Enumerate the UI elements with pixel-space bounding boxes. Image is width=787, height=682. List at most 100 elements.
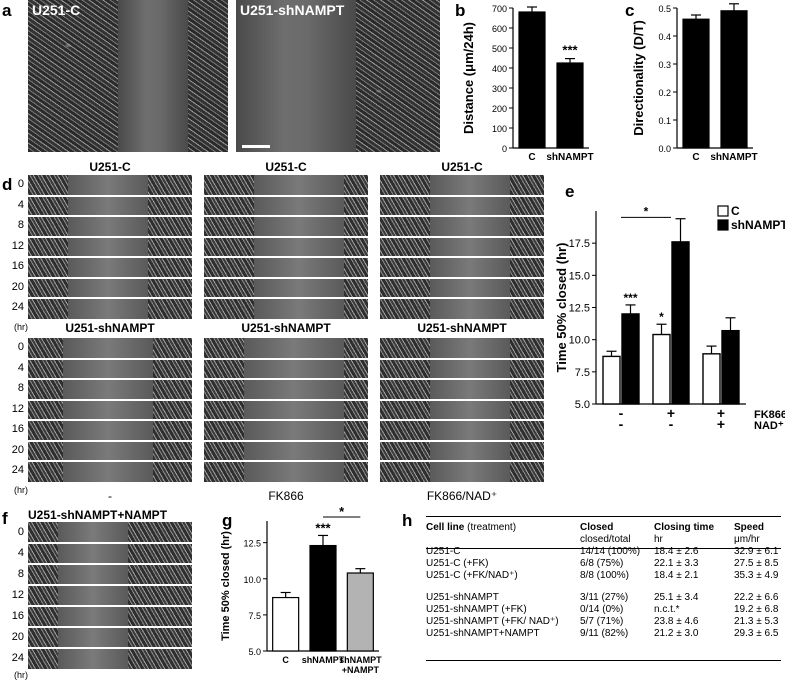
treatment-label: NAD⁺ xyxy=(754,420,784,432)
bar xyxy=(702,353,721,405)
time-label: 4 xyxy=(17,361,24,374)
time-label: 24 xyxy=(11,301,24,313)
table-cell: 8/8 (100%) xyxy=(580,570,629,581)
summary-table: Cell line (treatment) Closed Closing tim… xyxy=(426,522,782,640)
table-header-rule xyxy=(426,548,781,549)
column-title: U251-shNAMPT xyxy=(417,321,507,335)
table-row: U251-C 14/14 (100%) 18.4 ± 2.6 32.9 ± 6.1 xyxy=(426,546,782,558)
y-tick-label: 200 xyxy=(492,104,507,114)
table-cell: U251-shNAMPT xyxy=(426,592,499,603)
time-label: 16 xyxy=(11,423,24,435)
micrograph-u251-c: U251-C xyxy=(28,0,228,152)
time-label: 16 xyxy=(11,610,24,622)
significance-label: *** xyxy=(315,520,331,535)
panel-g-label: g xyxy=(222,511,233,530)
treatment-label: FK866 xyxy=(754,409,785,421)
time-label: 4 xyxy=(17,198,24,211)
table-cell: 35.3 ± 4.9 xyxy=(734,570,779,581)
bar xyxy=(682,18,710,149)
y-tick-label: 7.5 xyxy=(248,611,261,621)
time-label: 0 xyxy=(17,178,24,190)
bar xyxy=(720,10,748,149)
x-tick-label: shNAMPT xyxy=(710,152,757,163)
treatment-mark: + xyxy=(717,405,725,421)
table-row: U251-shNAMPT (+FK) 0/14 (0%) n.c.t.* 19.2 ±… xyxy=(426,604,782,616)
time-label: 8 xyxy=(17,382,24,394)
table-row: U251-shNAMPT 3/11 (27%) 25.1 ± 3.4 22.2 ± 6… xyxy=(426,592,782,604)
col-header: Closing time xyxy=(654,522,715,533)
x-tick-label: C xyxy=(692,152,699,163)
significance-label: *** xyxy=(623,291,637,305)
wound-strip-bottom-1 xyxy=(204,338,368,482)
micrograph-label: U251-C xyxy=(32,2,81,18)
table-cell: 0/14 (0%) xyxy=(580,604,624,615)
micrograph-u251-shnampt: U251-shNAMPT xyxy=(236,0,440,152)
col-subheader: μm/hr xyxy=(734,534,760,545)
treatment-mark: - xyxy=(669,416,674,432)
y-tick-label: 10.0 xyxy=(569,335,590,347)
table-cell: U251-C xyxy=(426,546,461,557)
table-bottom-rule xyxy=(426,660,781,661)
column-title: U251-shNAMPT xyxy=(65,321,155,335)
table-cell: 6/8 (75%) xyxy=(580,558,624,569)
bar xyxy=(346,572,374,652)
chart-c: 0.0 0.1 0.2 0.3 0.4 0.5 C shNAMPT Directionality… xyxy=(631,3,758,163)
significance-label: * xyxy=(659,310,664,324)
y-tick-label: 0.1 xyxy=(658,116,671,126)
table-cell: U251-shNAMPT (+FK/ NAD⁺) xyxy=(426,616,559,627)
x-tick-label: shNAMPT xyxy=(302,655,345,665)
scale-bar xyxy=(242,145,270,148)
table-cell: 18.4 ± 2.1 xyxy=(654,570,699,581)
wound-strip-top-2 xyxy=(380,175,544,319)
col-header-sub: (treatment) xyxy=(464,522,517,533)
col-header: Closed xyxy=(580,522,614,533)
y-tick-label: 17.5 xyxy=(569,238,590,250)
bar xyxy=(556,62,584,149)
bar xyxy=(671,241,690,405)
table-cell: 23.8 ± 4.6 xyxy=(654,616,699,627)
column-title: U251-shNAMPT xyxy=(241,321,331,335)
treatment-mark: + xyxy=(717,416,725,432)
condition-label: FK866 xyxy=(268,489,304,503)
table-cell: 25.1 ± 3.4 xyxy=(654,592,699,603)
table-subheader-row: closed/total hr μm/hr xyxy=(426,534,782,546)
wound-strip-f xyxy=(28,522,192,669)
col-subheader: hr xyxy=(654,534,663,545)
y-tick-label: 400 xyxy=(492,64,507,74)
bar xyxy=(518,11,546,149)
wound-strip-top-1 xyxy=(204,175,368,319)
x-tick-label: shNAMPT xyxy=(546,152,593,163)
condition-label: FK866/NAD⁺ xyxy=(426,489,498,503)
panel-f-title: U251-shNAMPT+NAMPT xyxy=(28,508,168,522)
y-tick-label: 0.2 xyxy=(658,88,671,98)
time-label: 16 xyxy=(11,260,24,272)
chart-e: 5.07.510.012.515.017.5--+-++FK866NAD⁺***… xyxy=(554,204,785,432)
col-header: Cell line xyxy=(426,522,465,533)
table-cell: 9/11 (82%) xyxy=(580,628,629,639)
x-tick-label: +NAMPT xyxy=(342,665,380,675)
significance-label: * xyxy=(339,505,345,519)
time-label: 8 xyxy=(17,568,24,580)
time-label: 20 xyxy=(11,443,24,456)
table-cell: 18.4 ± 2.6 xyxy=(654,546,699,557)
significance-label: * xyxy=(644,204,649,218)
hr-unit-label: (hr) xyxy=(14,321,28,332)
x-tick-label: C xyxy=(282,655,289,665)
table-cell: 27.5 ± 8.5 xyxy=(734,558,779,569)
table-top-rule xyxy=(426,516,781,517)
legend-swatch xyxy=(717,219,729,231)
panel-f-label: f xyxy=(2,509,8,528)
col-header: Speed xyxy=(734,522,765,533)
y-tick-label: 0 xyxy=(502,144,507,154)
time-label: 12 xyxy=(11,402,24,415)
y-tick-label: 300 xyxy=(492,84,507,94)
time-label: 0 xyxy=(17,341,24,353)
y-axis-label: Time 50% closed (hr) xyxy=(220,531,232,641)
table-cell: U251-C (+FK) xyxy=(426,558,489,569)
time-label: 20 xyxy=(11,631,24,643)
bar xyxy=(621,313,640,405)
time-label: 24 xyxy=(11,464,24,476)
column-title: U251-C xyxy=(265,160,307,174)
time-label: 4 xyxy=(17,547,24,559)
